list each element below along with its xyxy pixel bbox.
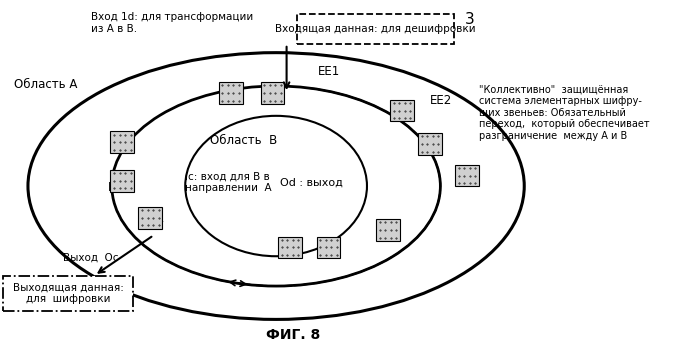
Text: Область А: Область А bbox=[14, 78, 78, 91]
Text: ФИГ. 8: ФИГ. 8 bbox=[266, 328, 321, 342]
Text: Выход  Ос: Выход Ос bbox=[63, 253, 118, 263]
Text: Od : выход: Od : выход bbox=[280, 178, 343, 187]
Bar bbox=[110, 131, 134, 153]
Text: Входящая данная: для дешифровки: Входящая данная: для дешифровки bbox=[275, 24, 476, 34]
Text: Выходящая данная:
для  шифровки: Выходящая данная: для шифровки bbox=[13, 282, 124, 304]
Bar bbox=[138, 207, 162, 229]
Bar bbox=[390, 100, 414, 121]
Bar bbox=[317, 237, 340, 258]
Bar bbox=[418, 133, 442, 155]
Text: Вход 1d: для трансформации
из А в В.: Вход 1d: для трансформации из А в В. bbox=[91, 12, 253, 34]
Text: EE2: EE2 bbox=[430, 93, 452, 107]
Text: EE1: EE1 bbox=[318, 65, 340, 79]
Text: EE7: EE7 bbox=[143, 220, 166, 233]
Bar bbox=[219, 82, 243, 104]
Text: Ic: вход для В в
направлении  А: Ic: вход для В в направлении А bbox=[185, 172, 272, 193]
Bar bbox=[376, 219, 400, 241]
Bar bbox=[455, 165, 479, 186]
Text: Область  В: Область В bbox=[210, 134, 277, 147]
Text: EE8: EE8 bbox=[108, 181, 131, 194]
Bar bbox=[261, 82, 284, 104]
Bar bbox=[278, 237, 302, 258]
Bar bbox=[110, 170, 134, 192]
FancyBboxPatch shape bbox=[3, 276, 133, 311]
Text: "Коллективно"  защищённая
система элементарных шифру-
щих звеньев: Обязательный
: "Коллективно" защищённая система элемент… bbox=[479, 84, 649, 141]
FancyBboxPatch shape bbox=[297, 14, 454, 44]
Text: 3: 3 bbox=[465, 12, 475, 27]
